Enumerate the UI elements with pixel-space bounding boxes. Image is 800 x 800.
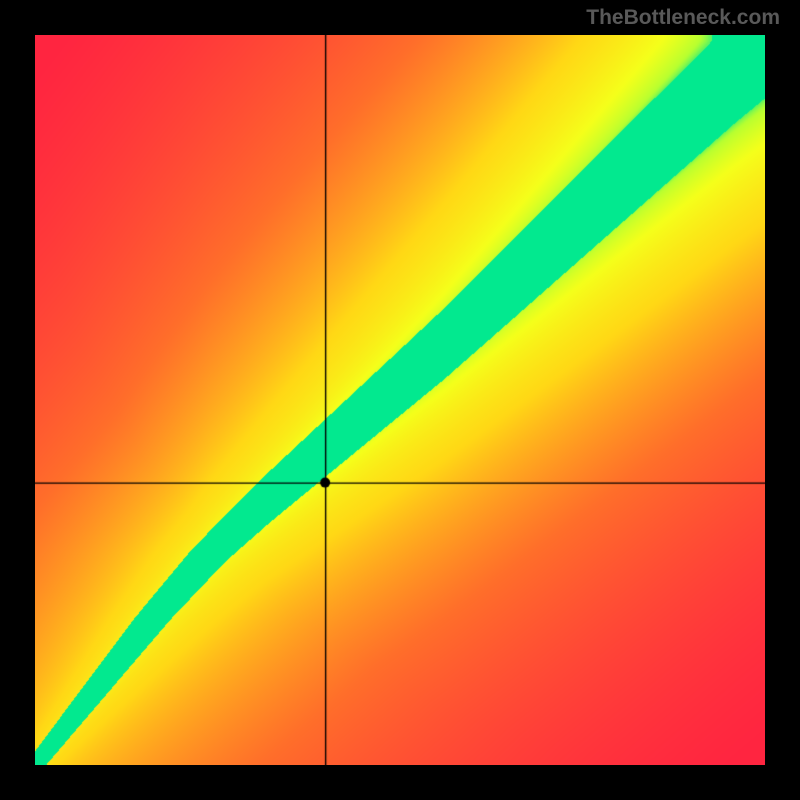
heatmap-canvas	[35, 35, 765, 765]
watermark-text: TheBottleneck.com	[586, 6, 780, 30]
bottleneck-heatmap	[35, 35, 765, 765]
